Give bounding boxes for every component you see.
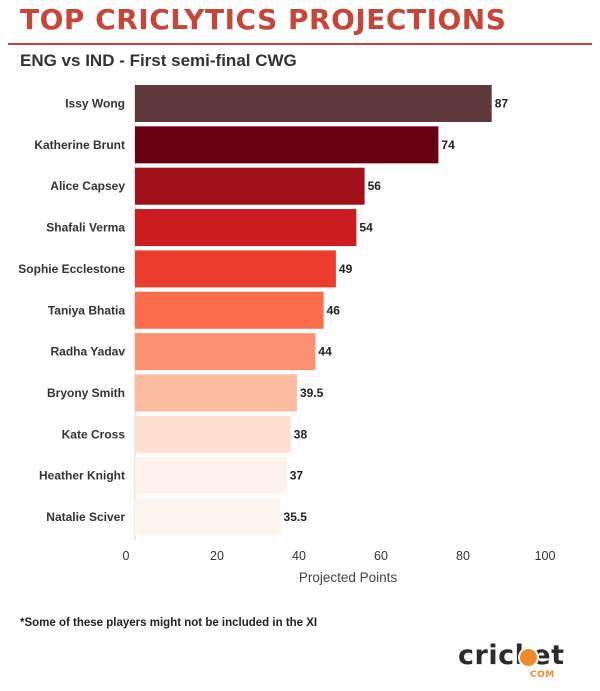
bar xyxy=(135,415,291,453)
category-label: Taniya Bhatia xyxy=(48,303,125,317)
bar xyxy=(135,126,439,164)
logo-subtext: COM xyxy=(530,670,555,680)
cricket-com-logo: cricket COM xyxy=(458,640,574,682)
x-tick-label: 60 xyxy=(374,549,388,563)
category-label: Natalie Sciver xyxy=(46,510,125,524)
x-tick-label: 0 xyxy=(123,549,130,563)
bar xyxy=(135,167,365,205)
data-label: 35.5 xyxy=(284,510,308,524)
bar xyxy=(135,457,287,495)
category-label: Alice Capsey xyxy=(50,179,125,193)
title-divider xyxy=(8,43,592,45)
data-label: 44 xyxy=(318,345,332,359)
bar xyxy=(135,374,297,412)
x-tick-label: 80 xyxy=(456,549,470,563)
cricket-ball-icon xyxy=(518,647,539,668)
bar xyxy=(135,291,324,329)
bar-chart: Issy Wong 87 Katherine Brunt 74 Alice Capsey… xyxy=(18,81,556,585)
data-label: 74 xyxy=(441,138,455,152)
bar xyxy=(135,250,336,288)
bar xyxy=(135,333,316,371)
data-label: 37 xyxy=(290,469,304,483)
x-tick-label: 100 xyxy=(535,549,556,563)
data-label: 39.5 xyxy=(300,386,324,400)
category-label: Radha Yadav xyxy=(51,345,126,359)
data-label: 54 xyxy=(359,221,373,235)
x-tick-label: 20 xyxy=(210,549,224,563)
data-label: 46 xyxy=(327,303,341,317)
category-label: Katherine Brunt xyxy=(34,138,125,152)
data-label: 56 xyxy=(368,179,382,193)
bar xyxy=(135,498,281,536)
x-tick-label: 40 xyxy=(292,549,306,563)
bar xyxy=(135,209,357,247)
category-label: Issy Wong xyxy=(65,97,125,111)
data-label: 87 xyxy=(495,97,509,111)
category-label: Heather Knight xyxy=(39,469,125,483)
logo-wordmark: cricket xyxy=(458,640,565,671)
category-label: Shafali Verma xyxy=(46,221,125,235)
category-label: Kate Cross xyxy=(62,427,126,441)
category-label: Sophie Ecclestone xyxy=(18,262,125,276)
chart-title: TOP CRICLYTICS PROJECTIONS xyxy=(20,3,507,36)
data-label: 38 xyxy=(294,427,308,441)
footnote: *Some of these players might not be incl… xyxy=(20,617,318,629)
bar xyxy=(135,85,492,122)
x-axis-title: Projected Points xyxy=(299,570,398,585)
chart-subtitle: ENG vs IND - First semi-final CWG xyxy=(20,51,297,70)
data-label: 49 xyxy=(339,262,353,276)
category-label: Bryony Smith xyxy=(47,386,125,400)
